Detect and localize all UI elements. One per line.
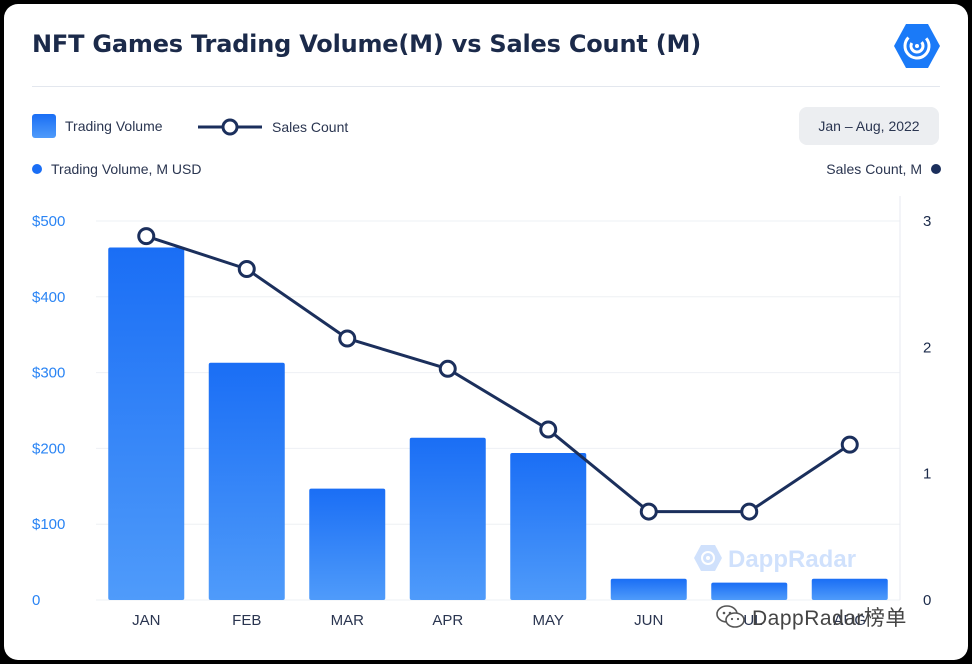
bar-may[interactable] — [510, 452, 587, 600]
wechat-icon — [716, 605, 745, 628]
x-axis-tick-apr: APR — [432, 612, 463, 629]
bar-aug[interactable] — [811, 578, 888, 600]
left-axis-title: Trading Volume, M USD — [32, 161, 201, 177]
bar-feb[interactable] — [208, 362, 285, 600]
bar-jun[interactable] — [610, 578, 687, 600]
sales-point-jan[interactable] — [137, 227, 156, 246]
left-axis-title-label: Trading Volume, M USD — [51, 161, 202, 177]
sales-count-line — [145, 234, 851, 514]
right-axis-tick: 2 — [923, 339, 931, 356]
x-axis-tick-may: MAY — [533, 612, 564, 629]
dappradar-watermark: DappRadar — [694, 545, 856, 573]
x-axis-tick-jun: JUN — [634, 612, 663, 629]
legend-trading-volume-label: Trading Volume — [65, 118, 163, 134]
date-range-pill[interactable]: Jan – Aug, 2022 — [799, 107, 939, 145]
left-axis-tick: $100 — [32, 516, 65, 533]
legend-sales-count-label: Sales Count — [272, 119, 349, 135]
left-axis-dot-icon — [32, 164, 42, 174]
left-axis-tick: $500 — [32, 213, 65, 230]
x-axis-tick-jan: JAN — [132, 612, 160, 629]
bar-jan[interactable] — [108, 247, 185, 600]
footer-watermark-text: DappRadar榜单 — [752, 607, 907, 630]
legend-line-marker-icon — [198, 118, 262, 136]
bar-mar[interactable] — [309, 488, 386, 600]
x-axis-tick-mar: MAR — [331, 612, 365, 629]
left-axis-tick: 0 — [32, 592, 40, 609]
chart-title: NFT Games Trading Volume(M) vs Sales Cou… — [32, 30, 701, 58]
legend-sales-count[interactable]: Sales Count — [198, 118, 348, 136]
bar-jul[interactable] — [711, 582, 788, 600]
bar-apr[interactable] — [409, 437, 486, 600]
left-axis-tick: $200 — [32, 440, 65, 457]
legend-trading-volume[interactable]: Trading Volume — [32, 114, 163, 138]
legend-bar-swatch — [32, 114, 56, 138]
sales-point-jul[interactable] — [740, 502, 759, 521]
right-axis-title: Sales Count, M — [826, 161, 941, 177]
right-axis-title-label: Sales Count, M — [826, 161, 922, 177]
chart-svg: DappRadar $500 $400 $300 $200 $100 0 3 2 1 0 JAN FE… — [32, 196, 931, 629]
right-axis-tick: 0 — [923, 592, 931, 609]
sales-point-mar[interactable] — [338, 329, 357, 348]
dappradar-logo-icon — [894, 24, 940, 68]
sales-point-may[interactable] — [539, 420, 558, 439]
footer-watermark: DappRadar榜单 — [716, 602, 907, 632]
left-axis-tick: $400 — [32, 289, 65, 306]
header-divider — [32, 86, 940, 87]
sales-point-aug[interactable] — [840, 435, 859, 454]
right-axis-tick: 3 — [923, 213, 931, 230]
right-axis-dot-icon — [931, 164, 941, 174]
sales-point-apr[interactable] — [438, 359, 457, 378]
x-axis-tick-feb: FEB — [232, 612, 261, 629]
left-axis-tick: $300 — [32, 365, 65, 382]
chart-card: NFT Games Trading Volume(M) vs Sales Cou… — [4, 4, 968, 660]
sales-point-feb[interactable] — [237, 260, 256, 279]
dappradar-watermark-text: DappRadar — [728, 546, 856, 573]
right-axis-tick: 1 — [923, 466, 931, 483]
sales-point-jun[interactable] — [639, 502, 658, 521]
x-axis-tick-aug: AUG — [833, 612, 866, 629]
